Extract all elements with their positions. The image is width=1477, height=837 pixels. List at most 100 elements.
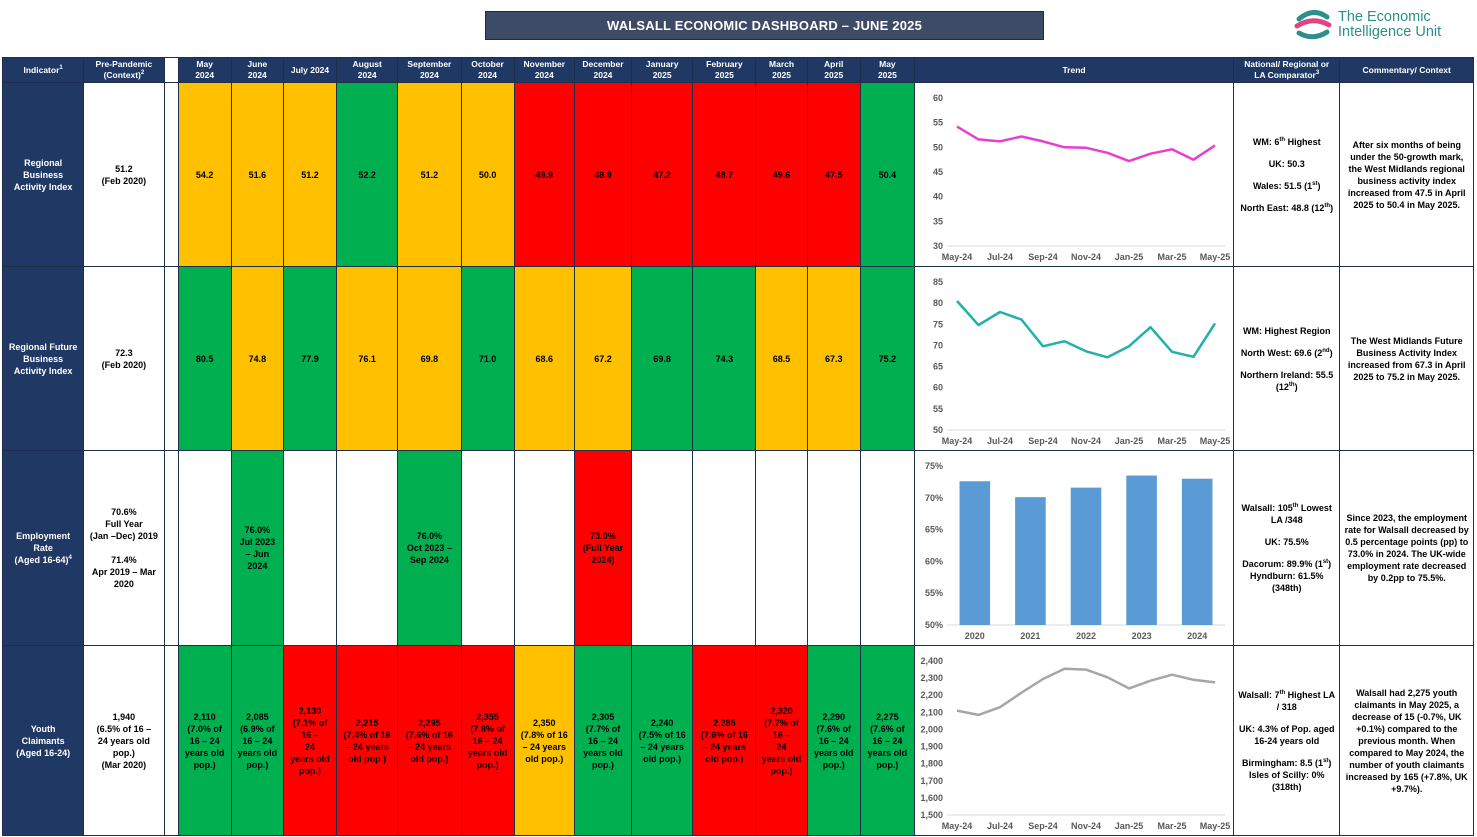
month-value-cell: 47.2	[631, 82, 694, 267]
y-tick-label: 1,900	[920, 741, 943, 751]
indicator-name: Regional Business Activity Index	[1, 82, 85, 267]
month-value-line: years old	[867, 747, 908, 758]
trend-chart: 30 35 40 45 50 55 60 May-24 Jul-24 Sep-24 Nov-24 Ja…	[933, 93, 1230, 262]
prepandemic-line: (Feb 2020)	[101, 359, 147, 370]
month-value-line: (Full Year	[582, 543, 624, 553]
x-tick-label: Sep-24	[1028, 436, 1058, 446]
month-value-line: years old	[184, 747, 225, 758]
spacer-cell	[163, 450, 179, 646]
header-month: October 2024	[460, 57, 515, 83]
x-tick-label: Jan-25	[1115, 436, 1144, 446]
month-value-cell: 2,275 (7.6% of 16 – 24 years old pop.)	[859, 645, 915, 836]
y-tick-label: 70%	[925, 492, 943, 502]
indicator-row: Employment Rate (Aged 16-64)4 70.6% Full Yea…	[1, 450, 1474, 646]
x-tick-label: May-24	[942, 821, 973, 831]
comparator-line: Wales: 51.5 (1st)	[1252, 180, 1321, 191]
month-value-line	[810, 542, 858, 554]
x-tick-label: Mar-25	[1157, 436, 1186, 446]
ordinal-suffix: th	[1279, 689, 1286, 696]
month-value-line: 16 – 24	[872, 735, 903, 746]
month-value-line: 50.0	[478, 169, 497, 180]
month-value-cell: 67.2	[573, 266, 633, 451]
month-value-line: 2,285	[713, 717, 736, 728]
spacer-cell	[163, 82, 179, 267]
prepandemic-line: (6.5% of 16 –	[96, 723, 152, 734]
month-value-cell: 68.6	[513, 266, 575, 451]
header-month: January 2025	[631, 57, 694, 83]
month-value-cell: 54.2	[177, 82, 232, 267]
x-tick-label: 2022	[1076, 631, 1096, 641]
y-tick-label: 85	[933, 277, 943, 287]
header-month: May 2024	[177, 57, 232, 83]
month-value-line: 24	[305, 741, 316, 752]
x-tick-label: Mar-25	[1157, 252, 1186, 262]
ordinal-suffix: st	[1323, 757, 1329, 764]
comparator-cell: WM: 6th Highest UK: 50.3 Wales: 51.5 (1st)…	[1233, 82, 1341, 267]
month-value-line: (7.5% of 16	[638, 729, 686, 740]
month-value-line: pop.)	[876, 759, 899, 770]
comparator-cell: Walsall: 105th Lowest LA /348 UK: 75.5% Da…	[1233, 450, 1341, 646]
month-value-cell: 69.8	[397, 266, 462, 451]
month-value-line: Jul 2023	[239, 537, 276, 547]
month-value-line: – 24 years	[407, 741, 452, 752]
indicator-row: Regional Future Business Activity Index 72.…	[1, 266, 1474, 451]
comparator-line: UK: 75.5%	[1264, 537, 1309, 547]
month-value-line: (7.8% of 16	[520, 729, 568, 740]
logo-line-1: The Economic	[1338, 9, 1431, 25]
indicator-row: Youth Claimants (Aged 16-24) 1,940 (6.5% of …	[1, 645, 1474, 836]
month-value-line: 16 – 24	[818, 735, 849, 746]
month-value-line: 2,295	[418, 717, 441, 728]
header-month: August 2024	[336, 57, 399, 83]
month-value-line	[758, 542, 804, 554]
month-value-line: 2,305	[591, 711, 615, 722]
month-value-cell: 80.5	[177, 266, 232, 451]
month-value-line: – 24 years	[522, 741, 567, 752]
indicator-line: Youth	[30, 723, 56, 734]
month-value-line: 51.2	[301, 169, 319, 180]
ordinal-suffix: th	[1292, 503, 1299, 509]
comparator-line: North East: 48.8 (12th)	[1240, 202, 1334, 213]
header-month: April 2025	[806, 57, 861, 83]
x-tick-label: Nov-24	[1071, 436, 1101, 446]
month-value-line	[863, 542, 912, 554]
prepandemic-line: Apr 2019 – Mar	[91, 567, 156, 577]
month-value-line: 2,085	[246, 711, 269, 722]
month-value-line: 2,130	[298, 705, 322, 716]
month-value-line: old pop.)	[410, 753, 449, 764]
ordinal-suffix: th	[1324, 202, 1331, 209]
month-value-line: – Jun	[245, 549, 270, 559]
month-value-cell: 51.2	[282, 82, 338, 267]
header-indicator: Indicator1	[1, 57, 85, 83]
y-tick-label: 35	[933, 216, 943, 226]
header-month: March 2025	[755, 57, 808, 83]
comparator-line: Northern Ireland: 55.5 (12th)	[1240, 369, 1334, 392]
month-value-cell: 51.6	[230, 82, 284, 267]
month-value-cell: 76.1	[336, 266, 399, 451]
trend-chart: 50% 55% 60% 65% 70% 75% 2020 2021 2022 2023 2024	[925, 461, 1225, 641]
y-tick-label: 70	[933, 340, 943, 350]
month-value-line: 67.3	[824, 353, 843, 364]
y-tick-label: 1,800	[920, 758, 943, 768]
prepandemic-line: 71.4%	[111, 555, 137, 565]
bar	[959, 480, 991, 625]
month-value-line: 2,275	[876, 711, 899, 722]
y-tick-label: 45	[933, 167, 943, 177]
prepandemic-line: (Jan –Dec) 2019	[89, 531, 158, 541]
month-value-line: – 24 years	[640, 741, 684, 752]
month-value-line: (7.0% of	[187, 723, 222, 734]
month-value-line: years old	[761, 753, 802, 764]
x-tick-label: May-24	[942, 436, 973, 446]
ordinal-suffix: th	[1279, 136, 1286, 143]
month-value-line: years old	[237, 747, 278, 758]
spacer-cell	[163, 645, 179, 836]
month-value-line: years old	[290, 753, 330, 764]
month-value-cell	[513, 450, 575, 646]
month-value-line: 76.0%	[416, 531, 443, 541]
month-value-cell: 50.4	[859, 82, 915, 267]
x-tick-label: Jul-24	[987, 436, 1013, 446]
month-value-line: 75.2	[878, 353, 897, 364]
month-value-cell: 2,285 (7.6% of 16– 24 years old pop.)	[692, 645, 757, 836]
indicator-line: Employment	[16, 531, 71, 541]
month-value-line: pop.)	[822, 759, 845, 770]
month-value-line: 47.2	[653, 169, 671, 180]
